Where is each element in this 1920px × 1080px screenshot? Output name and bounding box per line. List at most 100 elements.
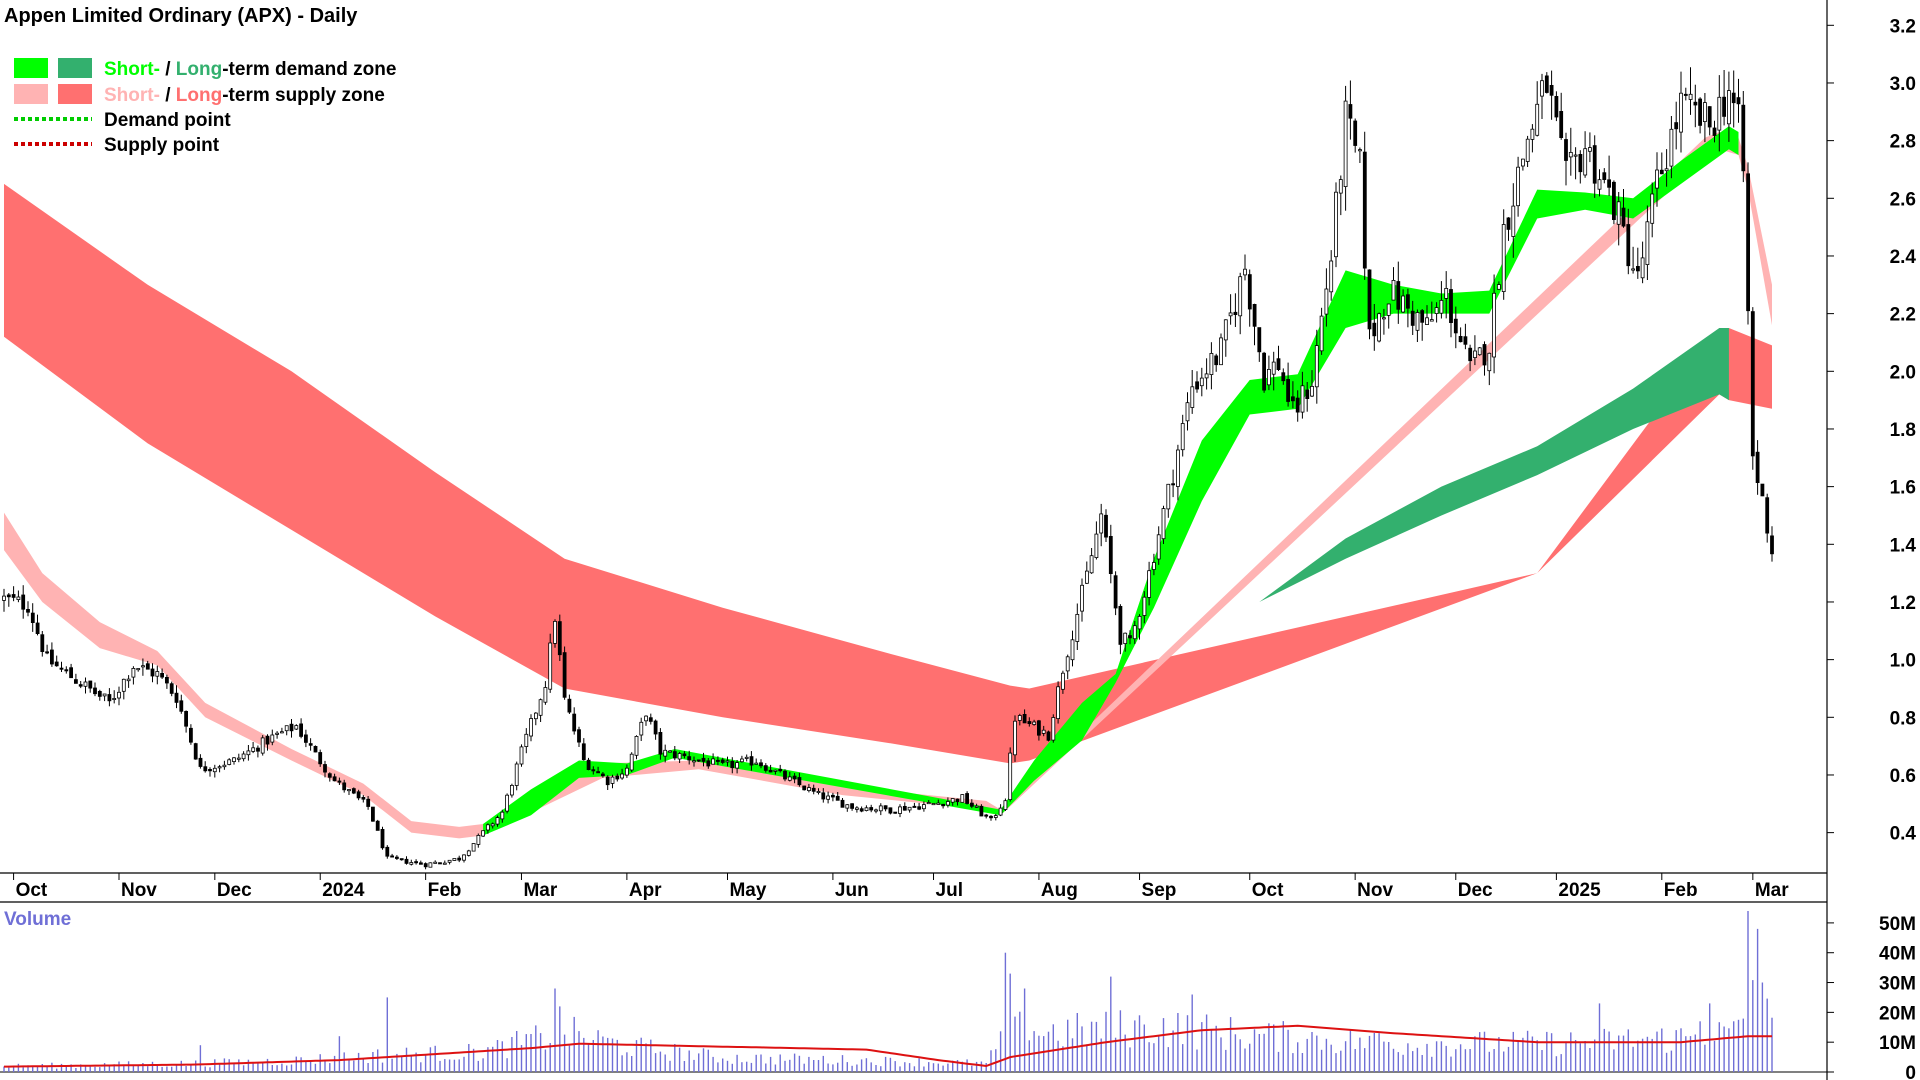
- candle-body: [878, 805, 883, 812]
- candle: [1195, 371, 1199, 393]
- candle-body: [217, 766, 222, 769]
- candle: [1300, 371, 1305, 419]
- candle: [1013, 715, 1017, 762]
- candle: [845, 804, 850, 812]
- candle: [936, 799, 941, 805]
- candle: [610, 774, 615, 789]
- candle: [64, 666, 69, 674]
- candle-body: [965, 793, 969, 804]
- candle-body: [1401, 295, 1405, 313]
- candle-body: [1314, 345, 1319, 388]
- candle: [1061, 670, 1065, 694]
- candle-body: [1410, 310, 1415, 326]
- candle-body: [974, 805, 979, 808]
- candle-body: [586, 759, 591, 771]
- legend-entry-demand-point: Demand point: [14, 110, 231, 131]
- candle: [725, 756, 730, 767]
- candle-body: [1041, 729, 1046, 734]
- legend-label: Supply point: [104, 135, 220, 156]
- candle: [270, 729, 275, 746]
- candle-body: [1588, 147, 1592, 152]
- candle: [481, 830, 486, 837]
- candle-body: [553, 621, 557, 644]
- candle: [35, 614, 40, 636]
- candle: [1046, 730, 1051, 742]
- x-tick-label: Feb: [1664, 880, 1698, 901]
- x-tick-label: Dec: [1458, 880, 1493, 901]
- candle-body: [1688, 93, 1693, 100]
- candle-body: [6, 594, 11, 598]
- candle-body: [1113, 575, 1118, 609]
- candle-body: [864, 807, 869, 811]
- legend-label: Short- / Long-term supply zone: [104, 85, 385, 106]
- candle: [807, 783, 811, 793]
- candle: [1439, 281, 1444, 319]
- legend-label-part: Demand point: [104, 110, 231, 131]
- candle: [246, 745, 251, 761]
- x-tick-label: Jul: [936, 880, 963, 901]
- candle: [495, 815, 500, 827]
- candle-body: [1262, 352, 1266, 391]
- candle: [1679, 71, 1683, 153]
- x-tick-label: Feb: [428, 880, 462, 901]
- candle: [1650, 182, 1655, 238]
- candle: [1755, 440, 1760, 495]
- candle-body: [54, 661, 59, 667]
- candle: [1588, 132, 1592, 163]
- y-axis: 0.4 0.6 0.8 1.0 1.2 1.4 1.6 1.8 2.0 2.2 2.4 2.6 2.8 3…: [1827, 16, 1916, 845]
- candle-body: [663, 749, 668, 757]
- candle-body: [141, 665, 145, 668]
- candle: [1525, 135, 1530, 167]
- candle: [227, 758, 232, 766]
- candle: [1108, 524, 1113, 584]
- legend-swatch-long: [58, 58, 92, 78]
- candle-body: [1070, 639, 1075, 661]
- candle: [294, 724, 299, 730]
- candle-body: [294, 725, 299, 730]
- candle-body: [1209, 352, 1214, 375]
- candle: [1477, 347, 1482, 356]
- candle-body: [1281, 372, 1286, 382]
- candle-body: [768, 769, 773, 773]
- candle-body: [323, 764, 327, 773]
- legend-label-part: -term demand zone: [222, 59, 396, 80]
- candle: [21, 585, 26, 619]
- candle: [577, 726, 581, 747]
- candle: [174, 685, 179, 709]
- candle-body: [1219, 337, 1223, 366]
- candle: [912, 802, 917, 808]
- candle-body: [1003, 800, 1008, 810]
- candle-body: [1334, 191, 1338, 258]
- candle: [1554, 91, 1559, 122]
- candle: [1314, 329, 1319, 404]
- candle: [232, 757, 236, 765]
- candle: [1099, 503, 1104, 547]
- candle: [1750, 307, 1755, 470]
- candle: [778, 764, 783, 773]
- long-term-demand-zone: [1259, 328, 1729, 602]
- candle-body: [1631, 268, 1635, 271]
- candle: [572, 707, 577, 735]
- candle: [107, 688, 112, 707]
- candle: [1463, 323, 1468, 350]
- candle: [1583, 131, 1588, 178]
- candle: [1382, 308, 1386, 335]
- y-tick-label: 3.2: [1890, 16, 1916, 37]
- candle-body: [30, 612, 35, 623]
- candle: [1497, 281, 1501, 290]
- candle: [160, 668, 165, 679]
- candle-body: [1257, 327, 1262, 353]
- candle: [811, 784, 816, 795]
- candle-body: [1727, 90, 1731, 125]
- candle-body: [984, 814, 989, 817]
- candle-body: [687, 756, 692, 761]
- candle-body: [716, 759, 720, 762]
- candle: [505, 793, 510, 814]
- candle: [45, 644, 49, 655]
- candle: [265, 734, 270, 751]
- candle-body: [447, 859, 452, 863]
- candle: [965, 791, 969, 805]
- candle-body: [1147, 570, 1151, 598]
- candle-body: [1013, 720, 1017, 756]
- candle: [1415, 309, 1420, 342]
